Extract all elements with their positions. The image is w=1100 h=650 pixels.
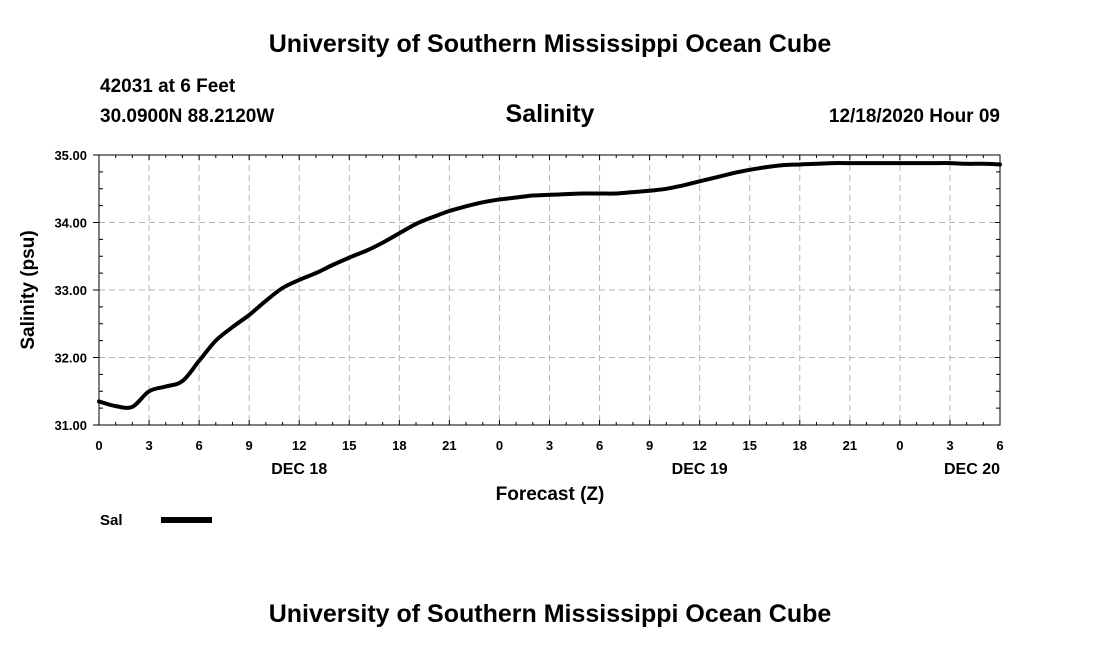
x-tick-label: 18 xyxy=(392,438,406,453)
x-tick-label: 0 xyxy=(896,438,903,453)
series-line-sal xyxy=(97,161,1002,410)
x-tick-label: 9 xyxy=(646,438,653,453)
x-tick-label: 0 xyxy=(95,438,102,453)
x-tick-label: 0 xyxy=(496,438,503,453)
series-layer xyxy=(97,161,1002,410)
x-tick-label: 12 xyxy=(692,438,706,453)
forecast-datetime: 12/18/2020 Hour 09 xyxy=(828,106,1000,127)
x-tick-label: 18 xyxy=(793,438,807,453)
x-tick-label: 15 xyxy=(342,438,356,453)
station-label: 42031 at 6 Feet xyxy=(100,76,236,97)
x-tick-label: 9 xyxy=(246,438,253,453)
x-tick-label: 6 xyxy=(195,438,202,453)
date-label: DEC 19 xyxy=(672,461,728,478)
y-tick-label: 32.00 xyxy=(54,351,87,366)
y-tick-label: 35.00 xyxy=(54,148,87,163)
x-tick-label: 6 xyxy=(996,438,1003,453)
x-tick-label: 21 xyxy=(442,438,456,453)
station-coordinates: 30.0900N 88.2120W xyxy=(100,106,275,127)
chart-title: Salinity xyxy=(505,100,595,128)
legend: Sal xyxy=(100,512,212,529)
footer-title: University of Southern Mississippi Ocean… xyxy=(268,600,832,628)
tick-labels: 0 3 6 9 12 15 18 21 0 3 6 9 12 15 18 21 0 3 6 31.00 32.00 33.… xyxy=(54,148,1003,478)
x-tick-label: 15 xyxy=(742,438,756,453)
y-tick-label: 31.00 xyxy=(54,418,87,433)
date-label: DEC 18 xyxy=(271,461,327,478)
axis-ticks xyxy=(93,154,1001,426)
date-label: DEC 20 xyxy=(944,461,1000,478)
y-tick-label: 33.00 xyxy=(54,283,87,298)
x-tick-label: 3 xyxy=(145,438,152,453)
y-tick-label: 34.00 xyxy=(54,216,87,231)
x-tick-label: 12 xyxy=(292,438,306,453)
y-axis-label: Salinity (psu) xyxy=(18,230,39,349)
page-title: University of Southern Mississippi Ocean… xyxy=(268,30,832,58)
x-axis-label: Forecast (Z) xyxy=(496,484,605,505)
x-tick-label: 3 xyxy=(946,438,953,453)
legend-label-sal: Sal xyxy=(100,512,123,529)
grid-lines xyxy=(99,155,1000,425)
x-tick-label: 6 xyxy=(596,438,603,453)
x-tick-label: 21 xyxy=(843,438,857,453)
x-tick-label: 3 xyxy=(546,438,553,453)
